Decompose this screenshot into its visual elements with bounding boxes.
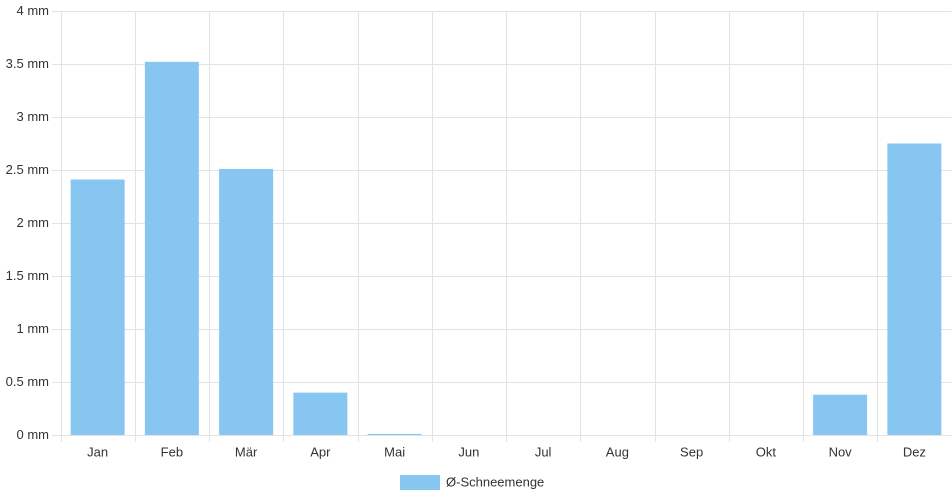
x-tick-label: Jul [535,444,552,459]
bar [293,392,348,435]
x-tick-label: Mai [384,444,405,459]
x-tick-label: Okt [756,444,777,459]
x-tick-label: Nov [829,444,853,459]
y-tick-label: 1.5 mm [6,268,49,283]
y-tick-label: 0 mm [17,427,50,442]
bar [887,143,942,435]
x-tick-label: Feb [161,444,183,459]
bar [70,179,125,435]
x-tick-label: Mär [235,444,258,459]
y-tick-label: 2.5 mm [6,162,49,177]
legend-label: Ø-Schneemenge [446,474,544,489]
x-tick-label: Aug [606,444,629,459]
legend-swatch [400,475,440,490]
x-tick-label: Jan [87,444,108,459]
x-tick-label: Dez [903,444,926,459]
bar [813,394,868,435]
bar [367,433,422,435]
y-tick-label: 0.5 mm [6,374,49,389]
y-tick-label: 3.5 mm [6,56,49,71]
y-tick-label: 2 mm [17,215,50,230]
y-tick-label: 4 mm [17,3,50,18]
bar [219,168,274,435]
bar [144,61,199,435]
y-tick-label: 3 mm [17,109,50,124]
x-tick-label: Jun [458,444,479,459]
x-tick-label: Apr [310,444,331,459]
y-tick-label: 1 mm [17,321,50,336]
x-tick-label: Sep [680,444,703,459]
